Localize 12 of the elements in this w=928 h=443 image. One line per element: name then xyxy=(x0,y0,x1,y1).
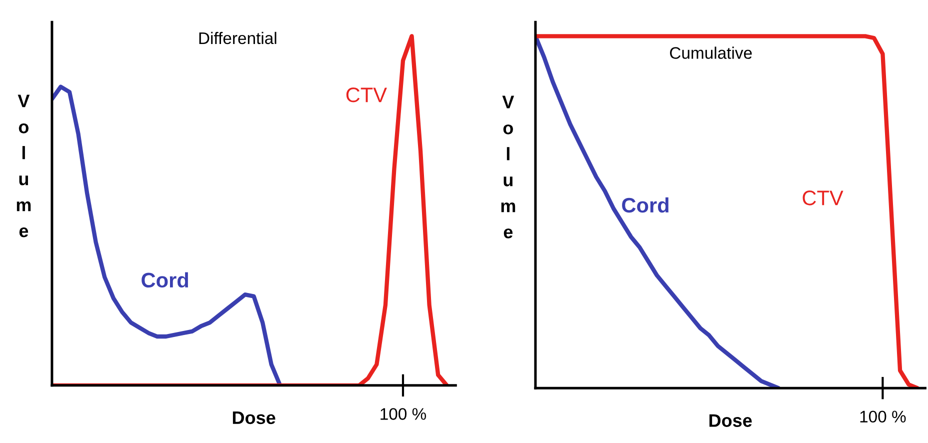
x-axis-title: Dose xyxy=(709,414,752,427)
chart-title: Cumulative xyxy=(670,46,752,59)
series-label: Cord xyxy=(142,272,188,288)
series-label: CTV xyxy=(346,88,387,102)
text: 100 % xyxy=(860,410,906,423)
y-axis-title: Volume xyxy=(16,94,31,238)
series-label: Cord xyxy=(622,197,668,213)
chart-title: Differential xyxy=(199,32,276,44)
x-axis-title: Dose xyxy=(232,412,276,424)
text: 100 % xyxy=(380,408,426,420)
y-axis-title: Volume xyxy=(501,96,516,238)
text: CTV xyxy=(802,190,844,206)
